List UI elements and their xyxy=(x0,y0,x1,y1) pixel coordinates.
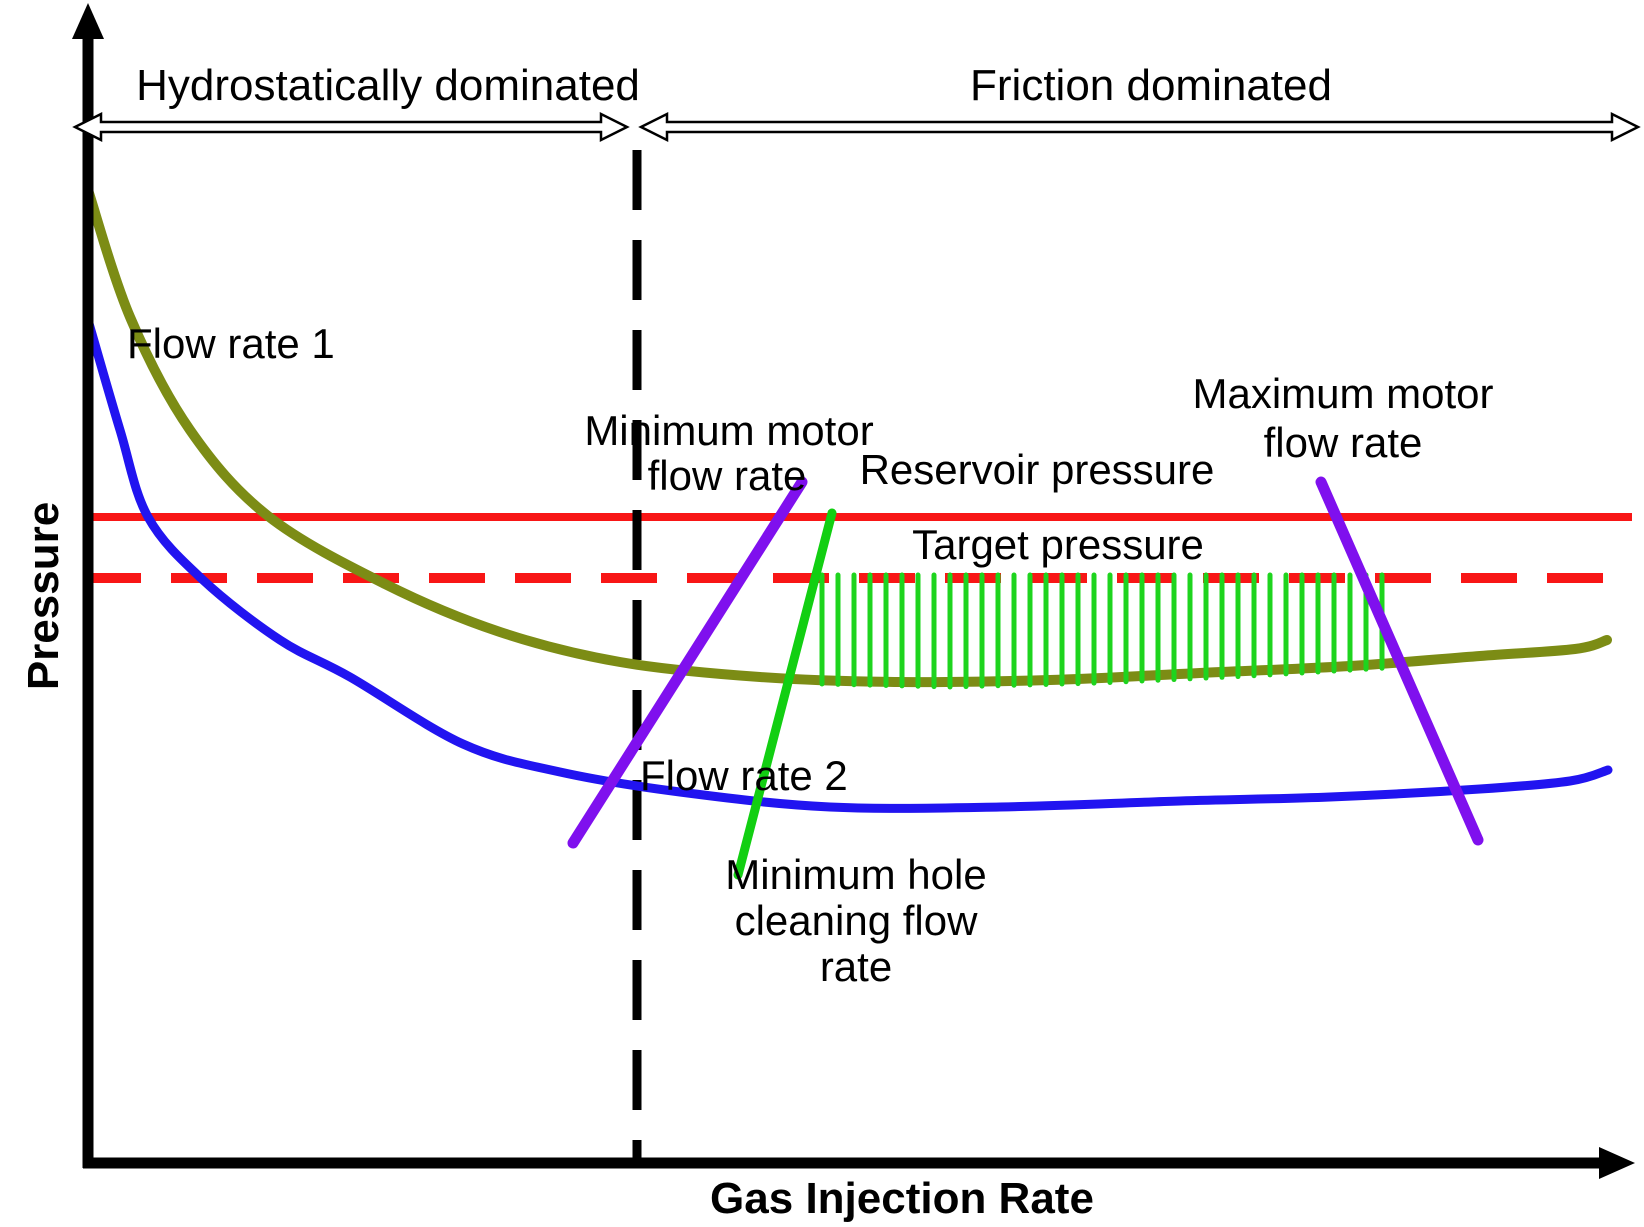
hydrostatic-region-arrow-icon xyxy=(72,111,630,143)
max-motor-flow-rate-label-line1: Maximum motor xyxy=(1192,370,1493,417)
min-motor-flow-rate-label-line1: Minimum motor xyxy=(584,407,873,454)
flow-rate-2-label: Flow rate 2 xyxy=(640,752,848,799)
y-axis-arrowhead-icon xyxy=(72,3,104,39)
max-motor-flow-rate-line xyxy=(1315,476,1484,846)
region-label-hydrostatic: Hydrostatically dominated xyxy=(136,61,640,110)
min-hole-cleaning-label-line1: Minimum hole xyxy=(725,851,986,898)
flow-rate-1-curve xyxy=(83,185,1612,688)
operating-window-hatch-layer xyxy=(819,572,1385,690)
boundary-lines-layer xyxy=(567,476,1484,880)
min-motor-flow-rate-line xyxy=(567,476,808,849)
min-hole-cleaning-flow-rate-line xyxy=(733,508,837,880)
flow-rate-2-curve xyxy=(83,315,1613,813)
min-hole-cleaning-label-line3: rate xyxy=(820,943,892,990)
flow-rate-curves-layer xyxy=(83,185,1613,813)
x-axis-label: Gas Injection Rate xyxy=(710,1174,1094,1223)
min-motor-flow-rate-label-line2: flow rate xyxy=(648,452,807,499)
friction-region-arrow-icon xyxy=(638,111,1641,143)
reference-lines-layer xyxy=(85,150,1632,1160)
region-label-friction: Friction dominated xyxy=(970,61,1332,110)
region-span-arrows xyxy=(72,111,1641,143)
flow-rate-1-label: Flow rate 1 xyxy=(127,320,335,367)
x-axis-arrowhead-icon xyxy=(1599,1147,1635,1179)
reservoir-pressure-label: Reservoir pressure xyxy=(860,446,1215,493)
axes xyxy=(72,3,1635,1179)
target-pressure-label: Target pressure xyxy=(912,521,1204,568)
y-axis-label: Pressure xyxy=(19,502,68,690)
max-motor-flow-rate-label-line2: flow rate xyxy=(1264,419,1423,466)
chart-labels: Hydrostatically dominated Friction domin… xyxy=(19,61,1494,1223)
min-hole-cleaning-label-line2: cleaning flow xyxy=(735,897,978,944)
